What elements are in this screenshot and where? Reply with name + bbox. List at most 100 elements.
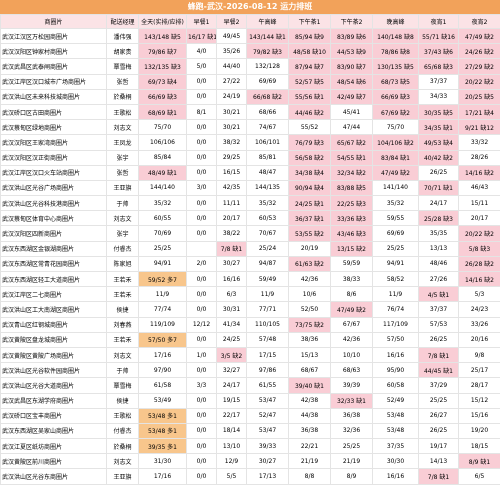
slot-cell: 83/89 缺6 [330,27,373,45]
slot-cell: 38/22 [216,225,247,242]
slot-cell: 42/36 [288,270,331,288]
slot-cell: 17/13 [246,468,289,485]
slot-cell: 26/25 [418,422,459,440]
manager: 刘春燕 [106,316,139,333]
column-header: 早餐1 [186,14,217,29]
slot-cell: 24/17 [216,377,247,394]
slot-cell: 30/21 [216,103,247,121]
slot-cell: 16/17 缺1 [186,27,217,45]
slot-cell: 70/71 缺1 [418,179,459,197]
slot-cell: 60/58 [372,377,419,394]
slot-cell: 25/28 缺3 [418,210,459,227]
slot-cell: 15/16 [458,407,500,424]
slot-cell: 22/21 [288,438,331,455]
slot-cell: 26/25 [418,331,459,348]
manager: 於桑桐 [106,88,139,105]
area-name: 武汉洪山区光谷广场商圈片 [0,179,107,197]
slot-cell: 59/52 多7 [138,270,187,288]
column-header: 下午茶1 [288,14,331,29]
slot-cell: 19/15 [216,392,247,409]
slot-cell: 68/67 [288,362,331,379]
slot-cell: 3/0 [186,179,217,197]
table-row: 武汉东西湖区吴家山商圈片 付睿杰 53/48 多1 0/0 18/14 53/47 36/3… [0,422,500,440]
slot-cell: 59/55 [372,210,419,227]
slot-cell: 33/26 [458,316,500,333]
slot-cell: 10/10 [330,346,373,364]
slot-cell: 19/17 [418,438,459,455]
slot-cell: 44/40 [216,58,247,75]
slot-cell: 25/25 [330,438,373,455]
slot-cell: 27/26 [418,270,459,288]
area-name: 武汉洪山区光谷软件园商圈片 [0,362,107,379]
table-body: 武汉江汉区万松园商圈片 潘伟强 143/148 缺5 16/17 缺1 49/45 143… [0,27,500,485]
slot-cell: 70/69 [138,225,187,242]
slot-cell: 76/79 缺3 [288,134,331,151]
slot-cell: 38/33 [330,270,373,288]
slot-cell: 87/94 缺7 [288,58,331,75]
slot-cell: 0/0 [186,331,217,348]
slot-cell: 47/49 缺2 [458,27,500,45]
slot-cell: 4/5 缺1 [418,286,459,303]
slot-cell: 4/0 [186,43,217,60]
slot-cell: 30/35 缺5 [418,103,459,121]
slot-cell: 47/44 [330,119,373,136]
slot-cell: 18/14 [216,422,247,440]
slot-cell: 34/38 缺4 [288,164,331,181]
manager: 于帅 [106,362,139,379]
slot-cell: 0/0 [186,453,217,470]
area-name: 武汉汉阳区钟家村商圈片 [0,43,107,60]
slot-cell: 97/86 [246,362,289,379]
slot-cell: 24/19 [216,88,247,105]
slot-cell: 8/8 [288,468,331,485]
area-name: 武汉江岸区汉口城市广场商圈片 [0,73,107,90]
slot-cell: 6/5 [458,468,500,485]
slot-cell: 0/0 [186,73,217,90]
slot-cell: 144/140 [138,179,187,197]
slot-cell: 48/46 [418,255,459,273]
manager: 付睿杰 [106,422,139,440]
slot-cell: 16/16 [372,468,419,485]
slot-cell: 11/11 [216,195,247,212]
slot-cell: 20/17 [216,210,247,227]
slot-cell: 68/69 缺1 [138,103,187,121]
slot-cell: 16/16 [216,270,247,288]
slot-cell: 55/52 [288,119,331,136]
slot-cell: 37/37 [418,73,459,90]
table-row: 武汉硚口区古田商圈片 王歌松 68/69 缺1 8/1 30/21 68/66 44/46 … [0,103,500,121]
slot-cell: 54/55 缺1 [330,149,373,166]
table-row: 武汉东西湖区轻工大道商圈片 王若禾 59/52 多7 0/0 16/16 59/49 42/… [0,270,500,288]
slot-cell: 39/33 [246,438,289,455]
slot-cell: 0/0 [186,225,217,242]
slot-cell: 37/37 [418,301,459,318]
area-name: 武汉硚口区宝丰商圈片 [0,407,107,424]
slot-cell: 44/45 缺1 [418,362,459,379]
header-row: 商圈片 配送经理 全天(实排/应排) 早餐1 早餐2 午高峰 下午茶1 下午茶2 晚高峰 夜宵1 夜… [0,14,500,29]
slot-cell [186,240,217,257]
slot-cell: 1/0 [186,346,217,364]
slot-cell: 95/90 [372,362,419,379]
slot-cell: 0/0 [186,362,217,379]
slot-cell: 12/12 [186,316,217,333]
table-row: 武汉汉阳区汉正街商圈片 张宇 85/84 0/0 29/25 85/81 56/58 缺2 5… [0,149,500,166]
slot-cell: 14/16 缺2 [458,164,500,181]
manager: 覃雪梅 [106,58,139,75]
slot-cell: 75/70 [138,119,187,136]
slot-cell: 5/0 [186,58,217,75]
slot-cell: 53/49 [138,392,187,409]
table-row: 武汉汉阳区王家湾商圈片 王凤龙 106/106 0/0 38/32 106/101 76/7… [0,134,500,151]
slot-cell: 57/50 [372,331,419,348]
manager: 王亚旗 [106,179,139,197]
slot-cell: 85/81 [246,149,289,166]
slot-cell: 17/21 缺4 [458,103,500,121]
slot-cell: 8/6 [330,286,373,303]
slot-cell: 2/0 [186,255,217,273]
slot-cell: 55/71 缺16 [418,27,459,45]
slot-cell: 33/36 缺3 [330,210,373,227]
table-row: 武汉黄陂区盘龙城商圈片 王若禾 57/50 多7 0/0 24/25 57/48 38/36… [0,331,500,348]
area-name: 武汉武昌区东湖学府商圈片 [0,392,107,409]
slot-cell: 7/8 缺1 [216,240,247,257]
slot-cell: 42/35 [216,179,247,197]
slot-cell: 8/1 [186,103,217,121]
slot-cell: 52/49 [372,392,419,409]
